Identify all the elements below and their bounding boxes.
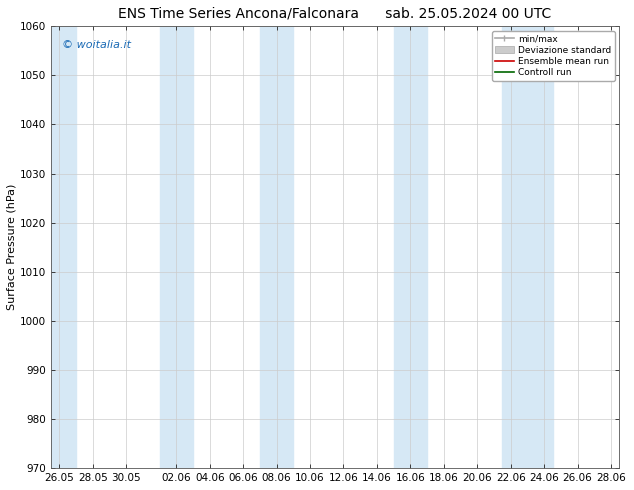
Title: ENS Time Series Ancona/Falconara      sab. 25.05.2024 00 UTC: ENS Time Series Ancona/Falconara sab. 25…	[119, 7, 552, 21]
Legend: min/max, Deviazione standard, Ensemble mean run, Controll run: min/max, Deviazione standard, Ensemble m…	[492, 31, 615, 81]
Bar	[260, 26, 294, 468]
Text: © woitalia.it: © woitalia.it	[62, 40, 131, 49]
Bar	[51, 26, 76, 468]
Y-axis label: Surface Pressure (hPa): Surface Pressure (hPa)	[7, 184, 17, 311]
Bar	[502, 26, 552, 468]
Bar	[394, 26, 427, 468]
Bar	[160, 26, 193, 468]
